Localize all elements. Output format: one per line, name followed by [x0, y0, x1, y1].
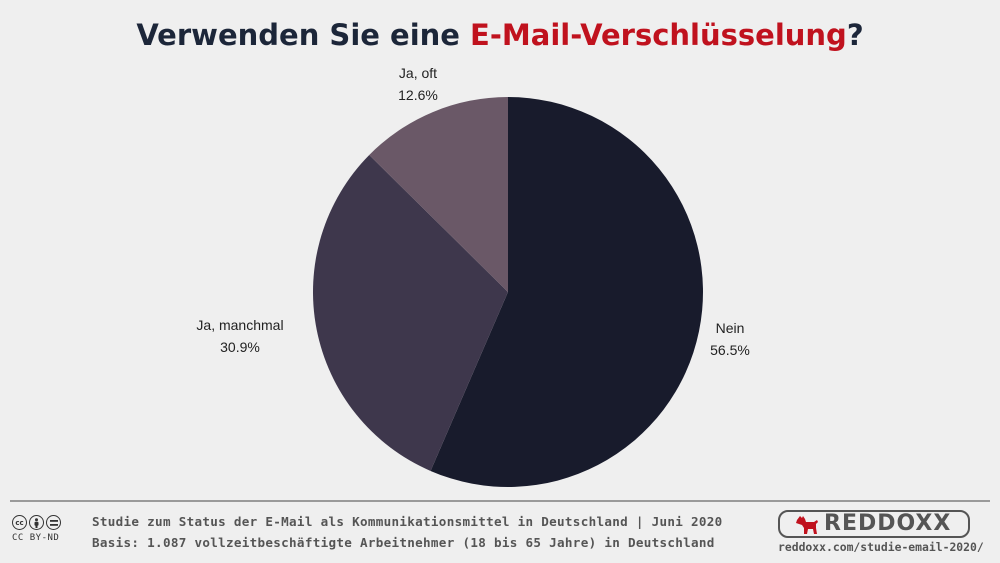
slice-label: Nein	[716, 320, 745, 336]
license-block: cc CC BY-ND	[12, 515, 72, 543]
footnote: Studie zum Status der E-Mail als Kommuni…	[92, 511, 723, 553]
cc-icon: cc	[12, 515, 27, 530]
title-text: Verwenden Sie eine	[136, 18, 471, 52]
license-icons: cc	[12, 515, 72, 530]
dog-logo-icon	[796, 516, 818, 534]
pie-slice-ja-oft	[369, 97, 508, 292]
title-question-mark: ?	[846, 18, 864, 52]
brand-block: REDDOXX reddoxx.com/studie-email-2020/	[778, 510, 992, 554]
pie-slice-ja-manchmal	[313, 154, 508, 471]
slice-value-label: 12.6%	[398, 87, 438, 103]
nd-icon	[46, 515, 61, 530]
brand-name: REDDOXX	[824, 511, 952, 536]
pie-chart: Nein 56.5% Ja, manchmal 30.9% Ja, oft 12.6%	[196, 65, 750, 487]
footnote-basis: Basis: 1.087 vollzeitbeschäftigte Arbeit…	[92, 535, 715, 550]
slice-value-label: 30.9%	[220, 339, 260, 355]
by-icon	[29, 515, 44, 530]
pie-slice-nein	[430, 97, 703, 487]
brand-logo: REDDOXX	[778, 510, 970, 538]
chart-title: Verwenden Sie eine E-Mail-Verschlüsselun…	[0, 18, 1000, 52]
slice-value-label: 56.5%	[710, 342, 750, 358]
brand-url: reddoxx.com/studie-email-2020/	[778, 540, 984, 554]
slice-label: Ja, manchmal	[196, 317, 283, 333]
title-accent-text: E-Mail-Verschlüsselung	[470, 18, 847, 52]
slice-label: Ja, oft	[399, 65, 437, 81]
footnote-study: Studie zum Status der E-Mail als Kommuni…	[92, 514, 723, 529]
license-label: CC BY-ND	[12, 533, 60, 543]
footer-divider	[10, 500, 990, 502]
